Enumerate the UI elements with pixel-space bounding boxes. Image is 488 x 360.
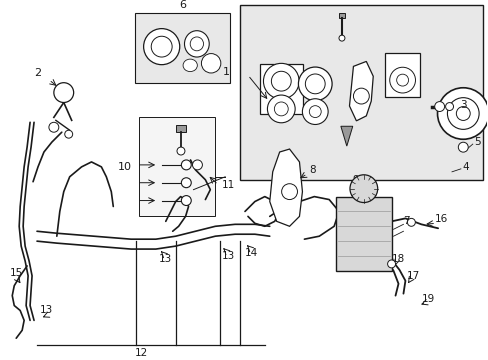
Circle shape [407, 219, 414, 226]
Circle shape [445, 103, 452, 111]
Circle shape [281, 184, 297, 199]
Text: 3: 3 [460, 100, 466, 111]
Text: 2: 2 [34, 68, 41, 78]
Circle shape [457, 142, 468, 152]
Circle shape [263, 63, 299, 99]
Text: 10: 10 [118, 162, 132, 172]
Bar [338, 13, 344, 18]
Ellipse shape [190, 37, 203, 51]
Circle shape [434, 102, 444, 112]
Circle shape [389, 67, 415, 93]
Text: 12: 12 [134, 348, 147, 358]
Circle shape [338, 35, 344, 41]
Polygon shape [340, 126, 352, 146]
Text: 4: 4 [462, 162, 468, 172]
Circle shape [181, 160, 191, 170]
Text: 13: 13 [159, 254, 172, 264]
Text: 5: 5 [473, 137, 480, 147]
Ellipse shape [184, 31, 209, 57]
Circle shape [64, 130, 73, 138]
Text: 14: 14 [245, 248, 258, 258]
Bar [240, 5, 482, 180]
Text: 8: 8 [308, 165, 315, 175]
Bar [335, 197, 391, 271]
Circle shape [455, 107, 469, 121]
Circle shape [192, 160, 202, 170]
Circle shape [274, 102, 287, 116]
Circle shape [309, 106, 321, 118]
Text: 7: 7 [402, 216, 409, 226]
Ellipse shape [151, 36, 172, 57]
Text: 1: 1 [222, 67, 229, 77]
Circle shape [387, 260, 395, 268]
Circle shape [49, 122, 59, 132]
Circle shape [396, 74, 407, 86]
Circle shape [177, 147, 184, 155]
Circle shape [349, 175, 377, 203]
Text: 18: 18 [391, 254, 404, 264]
Circle shape [267, 95, 295, 123]
Circle shape [181, 195, 191, 206]
Text: 15: 15 [10, 268, 23, 278]
Bar [139, 117, 215, 216]
Bar [135, 13, 230, 83]
Text: 6: 6 [179, 0, 186, 10]
Text: 17: 17 [406, 271, 419, 281]
Text: 11: 11 [221, 180, 234, 190]
Circle shape [271, 71, 290, 91]
Circle shape [54, 83, 74, 103]
Bar [384, 53, 420, 97]
Circle shape [305, 74, 325, 94]
Circle shape [437, 88, 488, 139]
Bar [176, 125, 185, 132]
Circle shape [201, 54, 221, 73]
Circle shape [447, 98, 478, 129]
Circle shape [298, 67, 331, 101]
Polygon shape [269, 149, 302, 226]
Circle shape [181, 178, 191, 188]
Text: 13: 13 [221, 251, 234, 261]
Text: 9: 9 [352, 175, 359, 185]
Circle shape [353, 88, 368, 104]
Ellipse shape [183, 59, 197, 72]
Text: 16: 16 [433, 214, 447, 224]
Text: 19: 19 [421, 294, 434, 303]
Circle shape [302, 99, 327, 125]
Ellipse shape [143, 28, 180, 65]
Bar [259, 64, 303, 114]
Polygon shape [349, 62, 372, 121]
Text: 13: 13 [40, 306, 53, 315]
